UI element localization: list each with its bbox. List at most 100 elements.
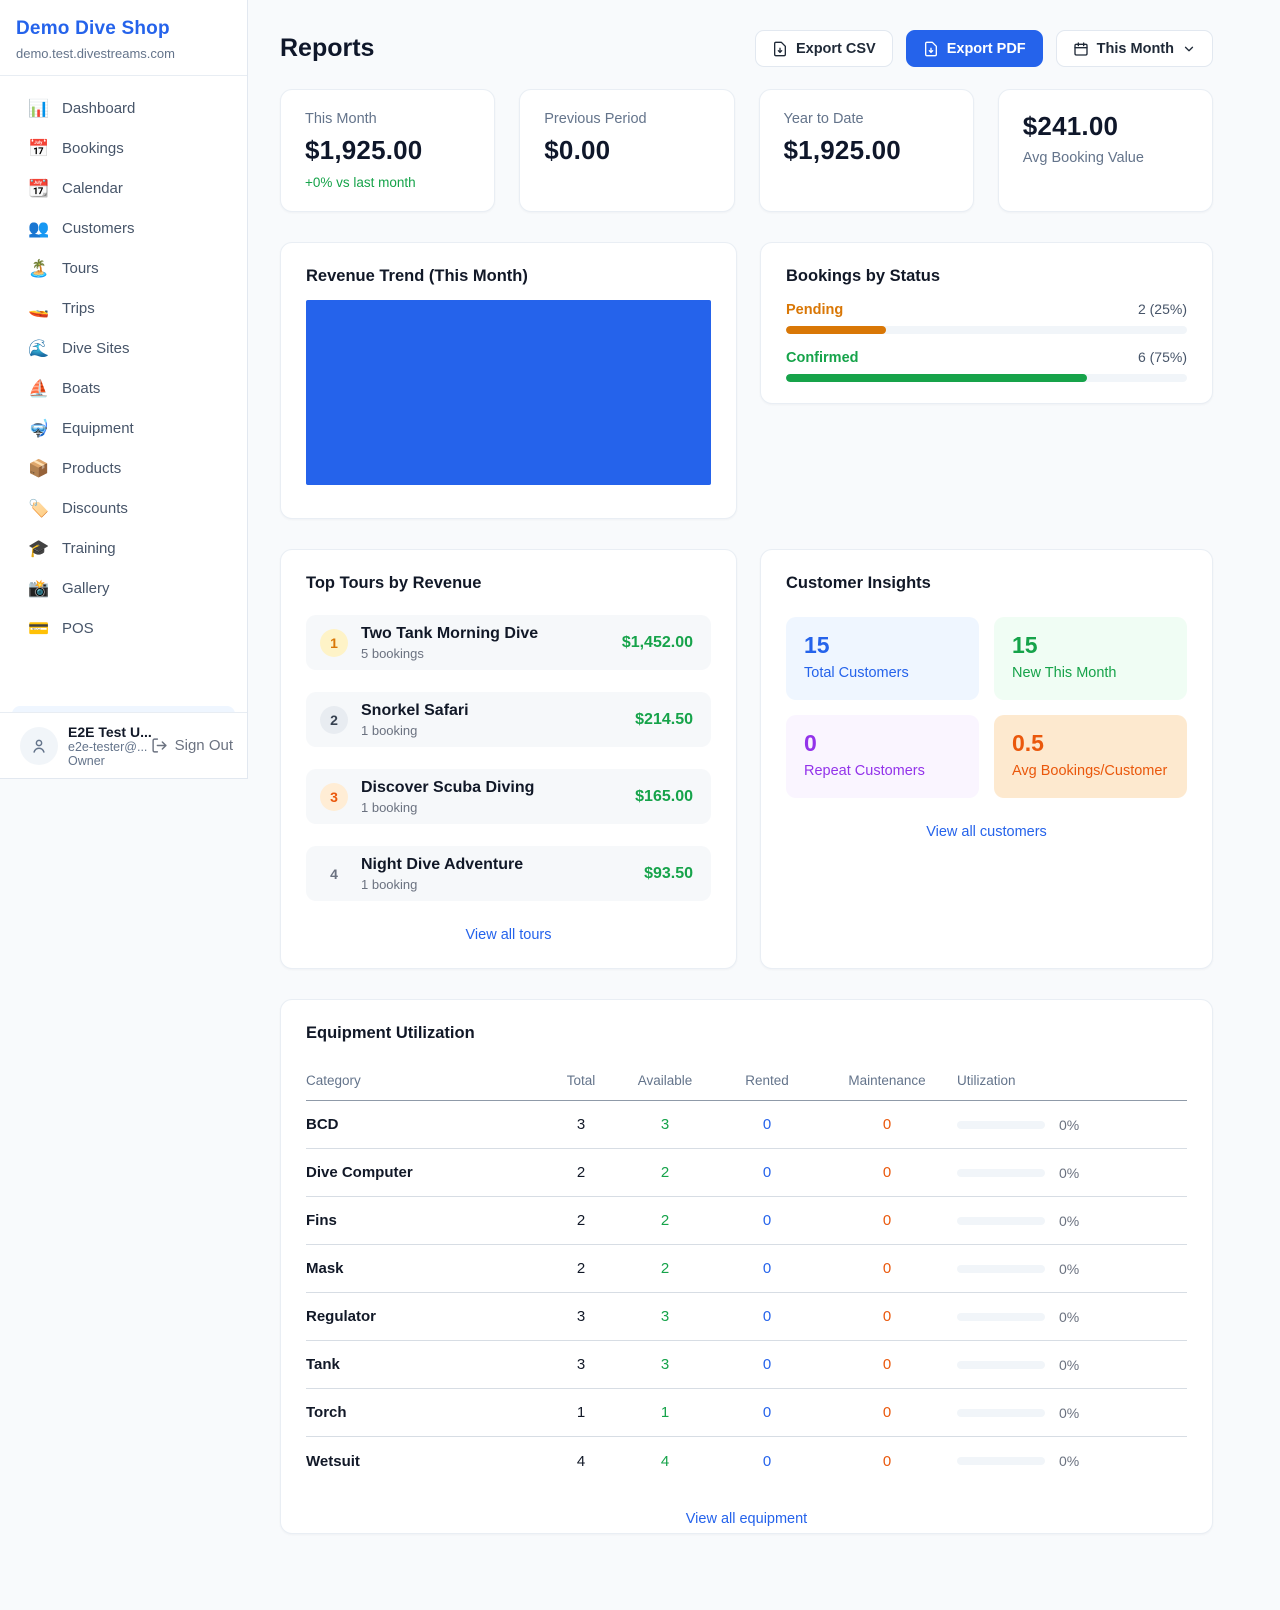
sidebar-item-dashboard[interactable]: 📊 Dashboard [12, 90, 235, 127]
insight-value: 0 [804, 730, 817, 756]
cell-available: 3 [660, 1116, 670, 1133]
insight-value: 15 [1012, 632, 1038, 658]
trips-boat-icon: 🚤 [28, 299, 50, 318]
insight-tile-new-this-month: 15 New This Month [994, 617, 1187, 700]
tour-list-item[interactable]: 2 Snorkel Safari 1 booking $214.50 [306, 692, 711, 747]
bookings-by-status-card: Bookings by Status Pending 2 (25%) Confi… [760, 242, 1213, 404]
status-row-confirmed: Confirmed 6 (75%) [786, 349, 1187, 382]
column-header-maintenance: Maintenance [848, 1073, 926, 1088]
cell-utilization: 0% [957, 1117, 1187, 1133]
cell-category: Torch [306, 1404, 347, 1421]
view-all-customers-link[interactable]: View all customers [926, 824, 1047, 840]
status-count: 6 (75%) [1137, 349, 1187, 365]
cell-utilization: 0% [957, 1405, 1187, 1421]
cell-rented: 0 [762, 1164, 772, 1181]
table-row: Torch 1 1 0 0 0% [306, 1389, 1187, 1437]
table-row: Fins 2 2 0 0 0% [306, 1197, 1187, 1245]
sidebar-item-label: Equipment [62, 420, 134, 437]
cell-category: Mask [306, 1260, 344, 1277]
cell-total: 4 [576, 1452, 586, 1470]
utilization-percent: 0% [1059, 1116, 1080, 1133]
user-email: e2e-tester@... [68, 739, 148, 754]
utilization-percent: 0% [1059, 1356, 1080, 1373]
tour-name: Discover Scuba Diving [361, 778, 535, 796]
sidebar-item-pos[interactable]: 💳 POS [12, 610, 235, 647]
sidebar-item-discounts[interactable]: 🏷️ Discounts [12, 490, 235, 527]
cell-maintenance: 0 [882, 1356, 892, 1373]
page-title: Reports [280, 34, 375, 62]
insight-label: New This Month [1012, 665, 1117, 681]
tour-bookings-count: 1 booking [361, 799, 418, 815]
tour-revenue: $93.50 [644, 864, 693, 882]
sidebar-item-equipment[interactable]: 🤿 Equipment [12, 410, 235, 447]
sidebar-item-training[interactable]: 🎓 Training [12, 530, 235, 567]
cell-maintenance: 0 [882, 1404, 892, 1421]
sidebar-item-label: Bookings [62, 140, 124, 157]
sidebar-item-dive-sites[interactable]: 🌊 Dive Sites [12, 330, 235, 367]
sidebar-item-label: Customers [62, 220, 135, 237]
tour-list-item[interactable]: 3 Discover Scuba Diving 1 booking $165.0… [306, 769, 711, 824]
shop-domain: demo.test.divestreams.com [16, 46, 175, 61]
cell-maintenance: 0 [882, 1212, 892, 1229]
status-bar-track [786, 326, 1187, 334]
export-pdf-button[interactable]: Export PDF [905, 30, 1043, 67]
cell-utilization: 0% [957, 1165, 1187, 1181]
status-bar-fill [786, 326, 887, 334]
sidebar-item-customers[interactable]: 👥 Customers [12, 210, 235, 247]
sidebar-item-tours[interactable]: 🏝️ Tours [12, 250, 235, 287]
bookings-calendar-icon: 📅 [28, 139, 50, 158]
sidebar-item-boats[interactable]: ⛵ Boats [12, 370, 235, 407]
cell-maintenance: 0 [882, 1452, 892, 1470]
insights-row: Top Tours by Revenue 1 Two Tank Morning … [280, 549, 1213, 969]
tour-list-item[interactable]: 1 Two Tank Morning Dive 5 bookings $1,45… [306, 615, 711, 670]
sidebar-item-trips[interactable]: 🚤 Trips [12, 290, 235, 327]
tour-name: Two Tank Morning Dive [361, 624, 539, 642]
status-count: 2 (25%) [1137, 301, 1187, 317]
sidebar-item-label: Dashboard [62, 100, 136, 117]
stat-value: $0.00 [544, 135, 611, 165]
sidebar-item-bookings[interactable]: 📅 Bookings [12, 130, 235, 167]
table-row: BCD 3 3 0 0 0% [306, 1101, 1187, 1149]
file-download-icon [924, 41, 937, 56]
stat-card-this-month: This Month $1,925.00 +0% vs last month [280, 89, 496, 212]
sign-out-button[interactable]: Sign Out [151, 737, 233, 754]
equipment-table: Category Total Available Rented Maintena… [306, 1061, 1187, 1485]
cell-rented: 0 [762, 1308, 772, 1325]
utilization-bar-track [957, 1360, 1045, 1369]
stat-label: Year to Date [783, 111, 864, 127]
cell-maintenance: 0 [882, 1116, 892, 1133]
equipment-utilization-card: Equipment Utilization Category Total Ava… [280, 999, 1213, 1534]
tour-list-item[interactable]: 4 Night Dive Adventure 1 booking $93.50 [306, 846, 711, 901]
credit-card-icon: 💳 [28, 619, 50, 638]
cell-rented: 0 [762, 1404, 772, 1421]
tour-revenue: $165.00 [635, 787, 693, 805]
customers-icon: 👥 [28, 219, 50, 238]
sidebar-item-label: Products [62, 460, 122, 477]
view-all-equipment-link[interactable]: View all equipment [685, 1511, 808, 1527]
rank-badge: 1 [320, 628, 348, 657]
sidebar-item-gallery[interactable]: 📸 Gallery [12, 570, 235, 607]
sidebar-item-products[interactable]: 📦 Products [12, 450, 235, 487]
export-csv-button[interactable]: Export CSV [754, 30, 893, 67]
calendar-icon: 📆 [28, 179, 50, 198]
view-all-tours-link[interactable]: View all tours [465, 927, 552, 943]
cell-total: 3 [576, 1356, 586, 1373]
cell-category: BCD [306, 1116, 339, 1133]
shop-name: Demo Dive Shop [16, 18, 170, 39]
status-bar-fill [786, 374, 1087, 382]
sign-out-label: Sign Out [174, 737, 233, 754]
utilization-percent: 0% [1059, 1308, 1080, 1325]
cell-available: 2 [660, 1164, 670, 1181]
sidebar-item-label: Discounts [62, 500, 128, 517]
sign-out-icon [151, 737, 168, 754]
cell-maintenance: 0 [882, 1164, 892, 1181]
cell-rented: 0 [762, 1116, 772, 1133]
status-label: Confirmed [786, 350, 859, 366]
insight-label: Repeat Customers [804, 763, 925, 779]
table-row: Tank 3 3 0 0 0% [306, 1341, 1187, 1389]
insight-value: 15 [804, 632, 830, 658]
sidebar-item-calendar[interactable]: 📆 Calendar [12, 170, 235, 207]
period-dropdown[interactable]: This Month [1055, 30, 1213, 67]
stat-label: Avg Booking Value [1022, 150, 1144, 166]
sidebar-item-label: Boats [62, 380, 101, 397]
